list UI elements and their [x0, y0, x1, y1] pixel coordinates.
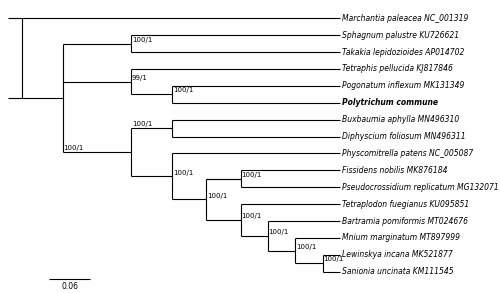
Text: 100/1: 100/1 — [324, 256, 344, 263]
Text: Fissidens nobilis MK876184: Fissidens nobilis MK876184 — [342, 166, 448, 175]
Text: Physcomitrella patens NC_005087: Physcomitrella patens NC_005087 — [342, 149, 473, 158]
Text: 0.06: 0.06 — [61, 282, 78, 291]
Text: Lewinskya incana MK521877: Lewinskya incana MK521877 — [342, 250, 453, 259]
Text: Mnium marginatum MT897999: Mnium marginatum MT897999 — [342, 234, 460, 242]
Text: Sphagnum palustre KU726621: Sphagnum palustre KU726621 — [342, 31, 460, 40]
Text: 100/1: 100/1 — [207, 193, 228, 199]
Text: Buxbaumia aphylla MN496310: Buxbaumia aphylla MN496310 — [342, 115, 460, 124]
Text: 100/1: 100/1 — [296, 244, 316, 250]
Text: 100/1: 100/1 — [241, 172, 262, 178]
Text: 100/1: 100/1 — [132, 37, 152, 43]
Text: Sanionia uncinata KM111545: Sanionia uncinata KM111545 — [342, 267, 454, 276]
Text: Polytrichum commune: Polytrichum commune — [342, 98, 438, 107]
Text: 99/1: 99/1 — [132, 75, 148, 81]
Text: 100/1: 100/1 — [173, 170, 194, 176]
Text: Diphyscium foliosum MN496311: Diphyscium foliosum MN496311 — [342, 132, 466, 141]
Text: Marchantia paleacea NC_001319: Marchantia paleacea NC_001319 — [342, 14, 469, 23]
Text: Pogonatum inflexum MK131349: Pogonatum inflexum MK131349 — [342, 81, 465, 90]
Text: 100/1: 100/1 — [173, 88, 194, 93]
Text: 100/1: 100/1 — [64, 145, 84, 151]
Text: 100/1: 100/1 — [268, 229, 289, 235]
Text: 100/1: 100/1 — [241, 213, 262, 219]
Text: Pseudocrossidium replicatum MG132071: Pseudocrossidium replicatum MG132071 — [342, 183, 499, 192]
Text: 100/1: 100/1 — [132, 121, 152, 127]
Text: Tetraplodon fuegianus KU095851: Tetraplodon fuegianus KU095851 — [342, 200, 469, 209]
Text: Bartramia pomiformis MT024676: Bartramia pomiformis MT024676 — [342, 217, 468, 226]
Text: Tetraphis pellucida KJ817846: Tetraphis pellucida KJ817846 — [342, 64, 454, 74]
Text: Takakia lepidozioides AP014702: Takakia lepidozioides AP014702 — [342, 47, 465, 57]
